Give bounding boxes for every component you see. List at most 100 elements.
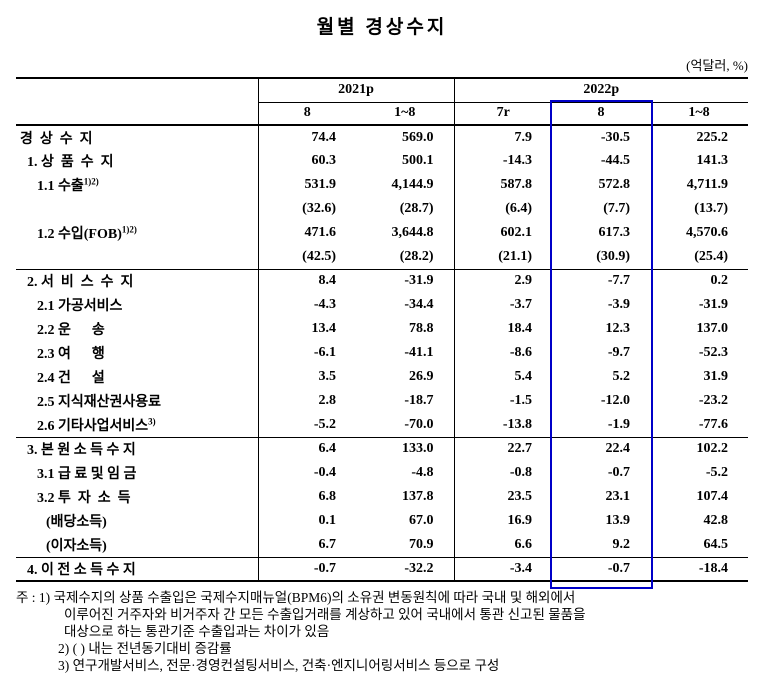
value-cell: -0.7: [607, 465, 631, 480]
value-cell: 225.2: [696, 129, 729, 145]
table-row: 2.4 건 설 3.5 26.9 5.4 5.2 31.9: [16, 365, 748, 389]
row-label: 3.2 투 자 소 득: [37, 491, 131, 506]
current-account-table: 2021p 2022p 8 1~8 7r 8 1~8 경 상 수 지 74.4 56…: [16, 77, 749, 582]
value-cell: 60.3: [257, 149, 356, 173]
value-cell: (28.2): [399, 248, 434, 264]
value-cell: (7.7): [603, 201, 631, 216]
empty-header-cell: [16, 102, 258, 126]
table-row: (배당소득) 0.1 67.0 16.9 13.9 42.8: [16, 509, 748, 533]
value-cell: 2.8: [257, 389, 356, 413]
value-cell: 569.0: [402, 129, 434, 145]
value-cell: -13.8: [453, 413, 553, 437]
col-header-2021-1to8: 1~8: [356, 102, 455, 126]
value-cell: 13.4: [257, 317, 356, 341]
table-row: (42.5) (28.2) (21.1) (30.9) (25.4): [16, 245, 748, 269]
value-cell: (6.4): [453, 197, 553, 221]
table-row: 3.2 투 자 소 득 6.8 137.8 23.5 23.1 107.4: [16, 485, 748, 509]
value-cell: (21.1): [453, 245, 553, 269]
value-cell: 531.9: [257, 173, 356, 197]
value-cell: (30.9): [596, 248, 631, 264]
value-cell: -18.4: [650, 556, 749, 581]
value-cell: (32.6): [257, 197, 356, 221]
value-cell: 22.4: [552, 436, 651, 461]
row-label: 2.5 지식재산권사용료: [37, 395, 162, 410]
table-row: 3.1 급 료 및 임 금 -0.4 -4.8 -0.8 -0.7 -5.2: [16, 461, 748, 485]
row-label: 2.2 운 송: [37, 323, 105, 338]
row-label: 1.1 수출1)2): [37, 176, 99, 194]
value-cell: -44.5: [600, 153, 631, 168]
value-cell: 31.9: [703, 369, 729, 384]
value-cell: 8.4: [257, 268, 356, 293]
row-label: 2.4 건 설: [37, 371, 105, 386]
table-row: 2. 서 비 스 수 지 8.4 -31.9 2.9 -7.7 0.2: [16, 268, 749, 293]
value-cell: -4.3: [257, 293, 356, 317]
value-cell: 9.2: [612, 536, 631, 552]
value-cell: 22.7: [453, 436, 553, 461]
value-cell: 18.4: [453, 317, 553, 341]
footnote-marker: 1)2): [121, 224, 137, 235]
value-cell: 107.4: [696, 489, 729, 504]
table-body: 경 상 수 지 74.4 569.0 7.9 -30.5 225.2 1. 상 품 수 지 6…: [16, 125, 749, 581]
row-label: 2. 서 비 스 수 지: [16, 268, 258, 293]
row-label: 1.2 수입(FOB)1)2): [37, 224, 137, 242]
value-cell: 137.0: [696, 321, 729, 336]
value-cell: 4,570.6: [686, 225, 729, 240]
table-row: 1. 상 품 수 지 60.3 500.1 -14.3 -44.5 141.3: [16, 149, 748, 173]
footnote-line: 주 : 1) 국제수지의 상품 수출입은 국제수지매뉴얼(BPM6)의 소유권 …: [16, 590, 576, 605]
col-header-2022-7r: 7r: [453, 102, 553, 126]
value-cell: 0.2: [650, 268, 749, 293]
value-cell: -34.4: [404, 297, 434, 312]
value-cell: 7.9: [453, 125, 553, 149]
value-cell: 74.4: [257, 125, 356, 149]
value-cell: 42.8: [703, 513, 729, 528]
value-cell: 141.3: [696, 153, 729, 168]
value-cell: -1.5: [453, 389, 553, 413]
value-cell: -32.2: [356, 556, 455, 581]
row-label: [16, 197, 258, 221]
value-cell: -7.7: [552, 268, 651, 293]
value-cell: 64.5: [703, 536, 729, 552]
col-header-2022-8: 8: [552, 102, 651, 126]
value-cell: -31.9: [356, 268, 455, 293]
row-label: 4. 이 전 소 득 수 지: [16, 556, 258, 581]
value-cell: 6.6: [453, 533, 553, 557]
value-cell: -5.2: [257, 413, 356, 437]
footnote-line: 3) 연구개발서비스, 전문·경영컨설팅서비스, 건축·엔지니어링서비스 등으로…: [58, 658, 500, 673]
group-header-row: 2021p 2022p: [16, 78, 749, 103]
value-cell: -30.5: [600, 129, 631, 145]
value-cell: (42.5): [257, 245, 356, 269]
value-cell: 0.1: [257, 509, 356, 533]
value-cell: 4,144.9: [391, 177, 434, 192]
table-row: 1.2 수입(FOB)1)2) 471.6 3,644.8 602.1 617.3 4,5…: [16, 221, 748, 245]
footnote-marker: 3): [148, 416, 156, 427]
value-cell: 78.8: [409, 321, 434, 336]
table-row: 2.6 기타사업서비스3) -5.2 -70.0 -13.8 -1.9 -77.6: [16, 413, 748, 437]
row-label: (배당소득): [46, 515, 107, 530]
row-label: [16, 245, 258, 269]
value-cell: -14.3: [453, 149, 553, 173]
value-cell: -0.7: [257, 556, 356, 581]
value-cell: 137.8: [402, 489, 434, 504]
value-cell: -3.4: [453, 556, 553, 581]
table-row: 2.2 운 송 13.4 78.8 18.4 12.3 137.0: [16, 317, 748, 341]
table-wrap: 2021p 2022p 8 1~8 7r 8 1~8 경 상 수 지 74.4 56…: [16, 77, 749, 589]
value-cell: (13.7): [694, 201, 729, 216]
row-label: 2.6 기타사업서비스3): [37, 416, 156, 434]
value-cell: 102.2: [650, 436, 749, 461]
table-row: 경 상 수 지 74.4 569.0 7.9 -30.5 225.2: [16, 125, 748, 149]
value-cell: 617.3: [598, 225, 631, 240]
col-group-2022: 2022p: [453, 78, 749, 103]
value-cell: 500.1: [402, 153, 434, 168]
value-cell: 23.1: [605, 489, 631, 504]
value-cell: 3.5: [257, 365, 356, 389]
value-cell: -31.9: [698, 297, 729, 312]
value-cell: 2.9: [453, 268, 553, 293]
value-cell: 4,711.9: [686, 177, 729, 192]
table-row: 2.5 지식재산권사용료 2.8 -18.7 -1.5 -12.0 -23.2: [16, 389, 748, 413]
value-cell: 5.2: [612, 369, 631, 384]
value-cell: -3.9: [607, 297, 631, 312]
value-cell: -70.0: [404, 416, 434, 432]
value-cell: -18.7: [404, 393, 434, 408]
value-cell: -0.8: [453, 461, 553, 485]
unit-label: (억달러, %): [686, 58, 748, 73]
